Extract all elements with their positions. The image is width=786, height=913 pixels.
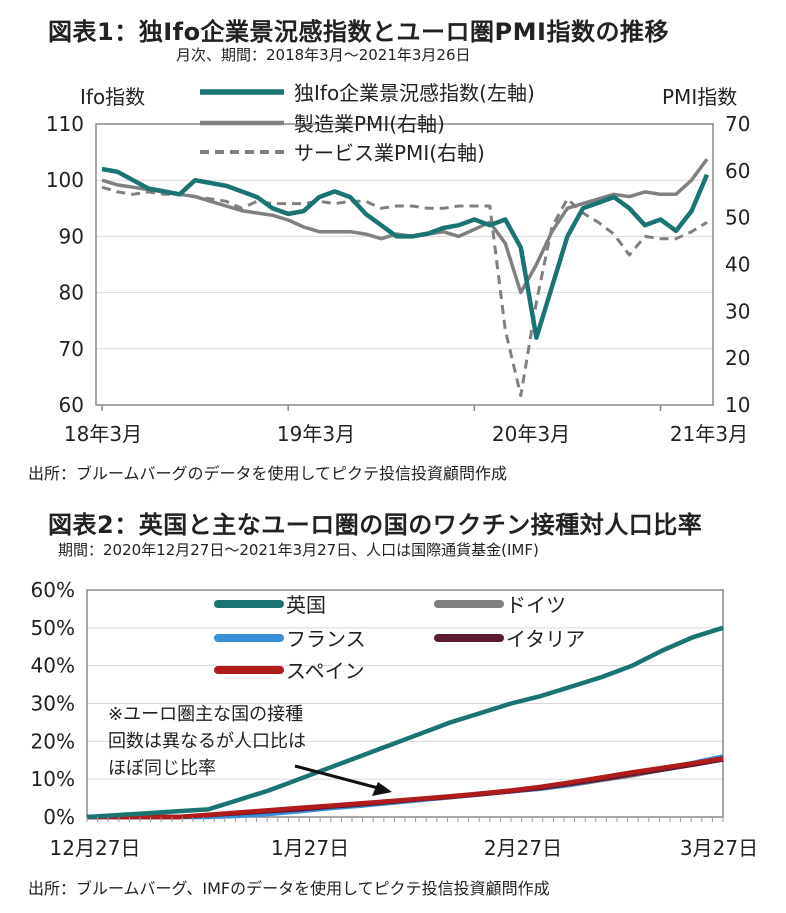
x-tick-label: 2月27日 xyxy=(484,836,562,860)
annotation-arrow xyxy=(294,764,379,790)
legend-label: サービス業PMI(右軸) xyxy=(294,141,485,165)
y-tick-label: 20% xyxy=(31,729,75,753)
manufacturing-pmi-line xyxy=(101,158,709,295)
y-right-tick-label: 40 xyxy=(725,253,750,277)
x-tick-label: 3月27日 xyxy=(680,836,758,860)
y-left-tick-label: 60 xyxy=(59,393,84,417)
legend-label: フランス xyxy=(286,627,366,651)
chart2-subtitle: 期間：2020年12月27日～2021年3月27日、人口は国際通貨基金(IMF) xyxy=(58,541,539,559)
legend-label: 製造業PMI(右軸) xyxy=(294,112,445,136)
services-pmi-line xyxy=(101,185,708,398)
annotation-arrowhead xyxy=(372,782,392,796)
y-left-tick-label: 100 xyxy=(46,168,84,192)
y-right-tick-label: 10 xyxy=(725,393,750,417)
left-axis-title: Ifo指数 xyxy=(80,85,145,109)
annotation-line-1: ※ユーロ圏主な国の接種 xyxy=(108,704,303,725)
uk-line xyxy=(86,625,724,820)
x-tick-label: 21年3月 xyxy=(670,422,748,446)
ifo-line xyxy=(101,166,710,340)
x-tick-label: 1月27日 xyxy=(271,836,349,860)
y-tick-label: 10% xyxy=(31,767,75,791)
chart2-svg: 60% 50% 40% 30% 20% 10% 0% 12月27日 1月27日 2月27日 3月2… xyxy=(31,578,759,860)
y-right-tick-label: 60 xyxy=(725,159,750,183)
y-right-tick-label: 30 xyxy=(725,299,750,323)
y-left-tick-label: 110 xyxy=(46,112,84,136)
annotation-line-3: ほぼ同じ比率 xyxy=(108,758,216,779)
x-tick-label: 18年3月 xyxy=(64,422,142,446)
y-tick-label: 0% xyxy=(43,805,75,829)
chart2-source: 出所：ブルームバーグ、IMFのデータを使用してピクテ投信投資顧問作成 xyxy=(28,879,550,898)
y-right-tick-label: 70 xyxy=(725,112,750,136)
chart1-svg: Ifo指数 PMI指数 110 100 90 80 70 60 70 60 50 40 30 20 1… xyxy=(46,81,751,446)
x-tick-label: 20年3月 xyxy=(492,422,570,446)
y-right-tick-label: 20 xyxy=(725,346,750,370)
y-left-tick-label: 70 xyxy=(59,337,84,361)
chart1-subtitle: 月次、期間：2018年3月～2021年3月26日 xyxy=(176,46,471,64)
y-tick-label: 40% xyxy=(31,654,75,678)
chart1-plot-frame xyxy=(95,123,714,406)
legend-label: スペイン xyxy=(286,659,365,683)
y-tick-label: 50% xyxy=(31,616,75,640)
y-tick-label: 30% xyxy=(31,692,75,716)
annotation-line-2: 回数は異なるが人口比は xyxy=(108,731,306,752)
legend-label: 独Ifo企業景況感指数(左軸) xyxy=(294,81,535,105)
y-left-tick-label: 90 xyxy=(59,224,84,248)
y-left-tick-label: 80 xyxy=(59,281,84,305)
chart1-title: 図表1：独Ifo企業景況感指数とユーロ圏PMI指数の推移 xyxy=(48,18,669,46)
y-tick-label: 60% xyxy=(31,578,75,602)
legend-label: 英国 xyxy=(286,593,326,617)
legend-label: ドイツ xyxy=(506,593,566,617)
chart1-source: 出所：ブルームバーグのデータを使用してピクテ投信投資顧問作成 xyxy=(28,464,508,483)
right-axis-title: PMI指数 xyxy=(662,85,737,109)
legend-label: イタリア xyxy=(506,627,585,651)
x-tick-label: 12月27日 xyxy=(50,836,141,860)
spain-line xyxy=(87,756,724,820)
chart2-title: 図表2：英国と主なユーロ圏の国のワクチン接種対人口比率 xyxy=(48,511,703,539)
x-tick-label: 19年3月 xyxy=(277,422,355,446)
y-right-tick-label: 50 xyxy=(725,206,750,230)
